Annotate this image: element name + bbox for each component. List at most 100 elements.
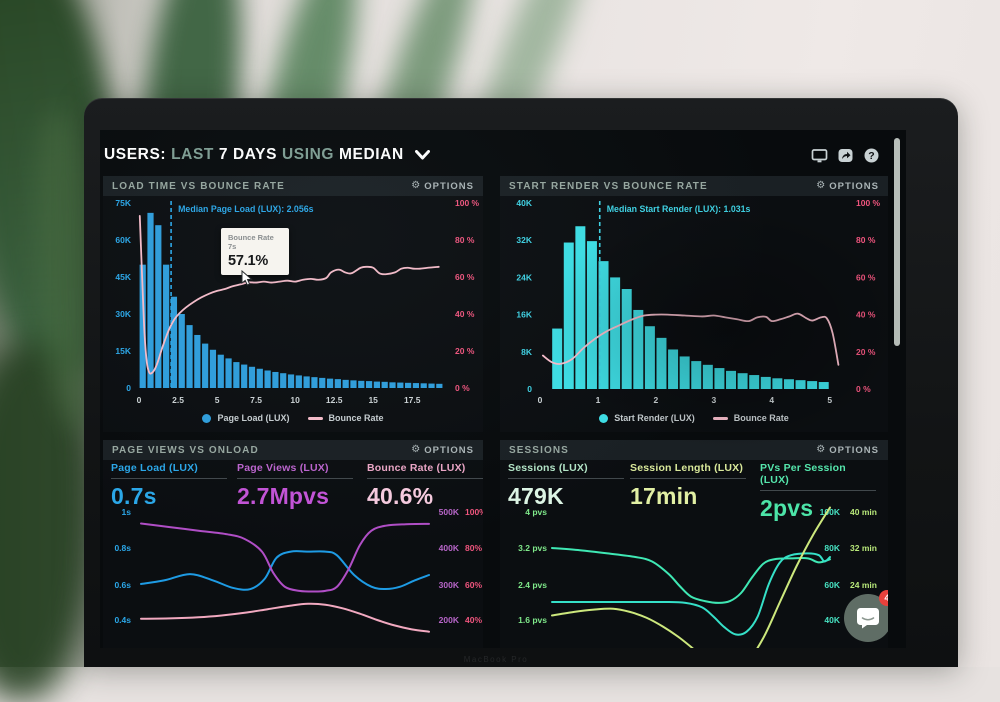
histogram-bar[interactable] [436, 383, 443, 388]
axis-label: 80 % [856, 235, 876, 245]
histogram-bar[interactable] [420, 383, 427, 388]
chevron-down-icon[interactable] [414, 150, 430, 160]
axis-label: 1s [122, 507, 132, 517]
histogram-bar[interactable] [194, 334, 201, 388]
histogram-bar[interactable] [726, 370, 737, 389]
histogram-bar[interactable] [256, 368, 263, 388]
histogram-bar[interactable] [264, 370, 271, 388]
histogram-bar[interactable] [702, 364, 713, 389]
options-button[interactable]: ⚙ OPTIONS [411, 180, 474, 192]
histogram-bar[interactable] [209, 349, 217, 388]
histogram-bar[interactable] [225, 358, 232, 388]
axis-label: 0 [137, 395, 142, 405]
gear-icon: ⚙ [411, 444, 421, 455]
axis-label: 3 [711, 395, 716, 405]
histogram-bar[interactable] [139, 264, 146, 388]
legend-item[interactable]: Page Load (LUX) [202, 413, 290, 423]
histogram-bar[interactable] [365, 381, 373, 388]
series-line [140, 522, 430, 593]
histogram-bar[interactable] [552, 328, 563, 389]
histogram-bar[interactable] [749, 375, 760, 389]
histogram-bar[interactable] [350, 380, 357, 388]
histogram-bar[interactable] [373, 381, 380, 388]
share-icon[interactable] [837, 147, 854, 164]
histogram-bar[interactable] [241, 364, 248, 388]
histogram-bar[interactable] [807, 381, 818, 389]
histogram-bar[interactable] [272, 371, 279, 388]
histogram-bar[interactable] [389, 382, 396, 388]
histogram-bar[interactable] [295, 375, 302, 388]
histogram-bar[interactable] [397, 382, 404, 388]
histogram-bar[interactable] [217, 354, 224, 388]
start-render-chart[interactable]: 40K 32K 24K 16K 8K 0 100 % 80 % 60 % 40 % 20 % 0 % 0… [500, 197, 888, 410]
histogram-bar[interactable] [668, 349, 679, 389]
histogram-bar[interactable] [428, 383, 435, 388]
histogram-bar[interactable] [575, 226, 586, 389]
axis-label: 15 [368, 395, 378, 405]
histogram-bar[interactable] [563, 242, 574, 389]
histogram-bar[interactable] [280, 373, 287, 388]
histogram-bar[interactable] [170, 296, 178, 388]
axis-label: 45K [115, 272, 131, 282]
histogram-bar[interactable] [691, 361, 702, 389]
histogram-bar[interactable] [818, 382, 829, 389]
histogram-bar[interactable] [233, 362, 240, 388]
histogram-bar[interactable] [342, 379, 349, 388]
histogram-bar[interactable] [405, 382, 412, 388]
histogram-bar[interactable] [656, 337, 667, 389]
histogram-bar[interactable] [737, 373, 748, 389]
options-button[interactable]: ⚙ OPTIONS [816, 180, 879, 192]
title-segment: USERS: [104, 146, 167, 163]
legend-item[interactable]: Start Render (LUX) [599, 413, 695, 423]
histogram-bar[interactable] [303, 376, 310, 388]
histogram-bar[interactable] [772, 378, 783, 389]
help-icon[interactable]: ? [863, 147, 880, 164]
histogram-bar[interactable] [598, 261, 609, 389]
sessions-chart[interactable]: 4 pvs 3.2 pvs 2.4 pvs 1.6 pvs 100K 80K 60K 40K 4… [500, 505, 888, 648]
axis-label: 0 [126, 383, 131, 393]
legend-dot-icon [202, 413, 212, 423]
histogram-bar[interactable] [644, 326, 655, 389]
histogram-bar[interactable] [381, 381, 388, 388]
options-button[interactable]: ⚙ OPTIONS [816, 444, 879, 456]
panel-title: SESSIONS [509, 444, 569, 456]
histogram-bar[interactable] [679, 356, 690, 389]
histogram-bar[interactable] [319, 377, 326, 388]
chat-widget-button[interactable]: 4 [844, 590, 888, 642]
series-line [551, 547, 831, 604]
histogram-bar[interactable] [621, 289, 632, 389]
metric-session-length: Session Length (LUX) 17min [630, 462, 746, 510]
histogram-bar[interactable] [412, 383, 420, 388]
histogram-bar[interactable] [311, 377, 318, 388]
options-button[interactable]: ⚙ OPTIONS [411, 444, 474, 456]
users-period-dropdown[interactable]: USERS: LAST 7 DAYS USING MEDIAN [104, 146, 430, 164]
histogram-bar[interactable] [610, 277, 621, 389]
histogram-bar[interactable] [358, 380, 365, 388]
page-views-onload-chart[interactable]: 1s 0.8s 0.6s 0.4s 500K 400K 300K 200K 100% 80% 60%… [103, 505, 483, 648]
histogram-bar[interactable] [586, 241, 597, 389]
histogram-bar[interactable] [714, 368, 725, 389]
histogram-bar[interactable] [202, 343, 209, 388]
axis-label: 60% [465, 580, 482, 590]
histogram-bar[interactable] [178, 314, 185, 388]
scrollbar-thumb[interactable] [894, 138, 900, 346]
histogram-bar[interactable] [155, 225, 162, 388]
display-icon[interactable] [811, 147, 828, 164]
legend-item[interactable]: Bounce Rate [307, 413, 384, 423]
axis-label: 80 % [455, 235, 475, 245]
histogram-bar[interactable] [334, 379, 341, 388]
histogram-bar[interactable] [326, 378, 334, 388]
load-time-chart[interactable]: 75K 60K 45K 30K 15K 0 100 % 80 % 60 % 40 % 20 % 0 %… [103, 197, 483, 410]
histogram-bar[interactable] [248, 366, 256, 388]
histogram-bar[interactable] [147, 212, 154, 388]
panel-page-views-vs-onload: PAGE VIEWS VS ONLOAD ⚙ OPTIONS Page Load… [103, 440, 483, 648]
histogram-bar[interactable] [163, 264, 170, 388]
histogram-bar[interactable] [186, 325, 193, 388]
histogram-bar[interactable] [633, 309, 644, 389]
histogram-bar[interactable] [287, 374, 295, 388]
histogram-bar[interactable] [795, 380, 806, 389]
legend-item[interactable]: Bounce Rate [712, 413, 789, 423]
histogram-bar[interactable] [783, 379, 794, 389]
axis-label: 60 % [455, 272, 475, 282]
histogram-bar[interactable] [760, 376, 771, 389]
